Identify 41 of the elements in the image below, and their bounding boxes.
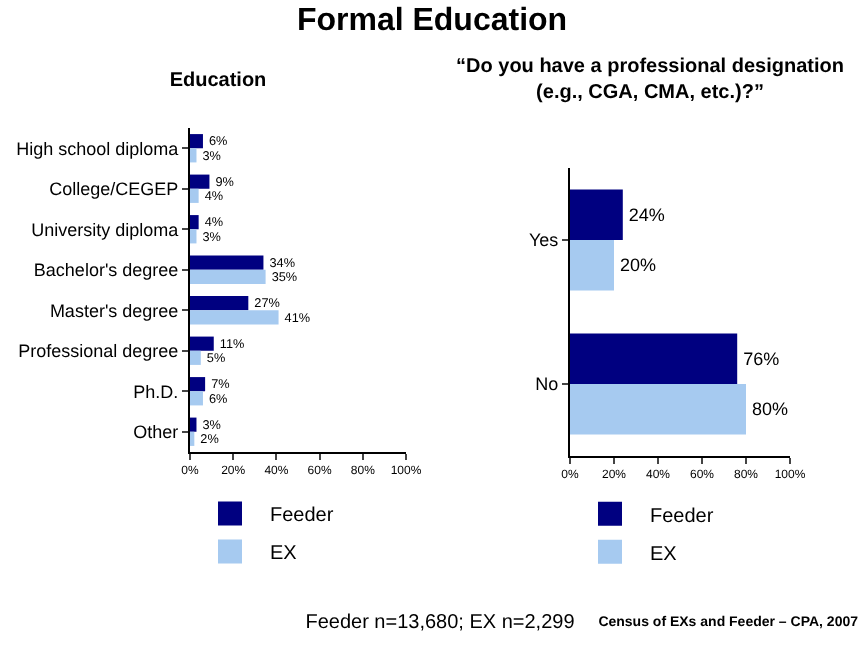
bar bbox=[190, 296, 249, 311]
bar bbox=[190, 174, 210, 189]
bar bbox=[190, 134, 203, 149]
bar bbox=[570, 384, 746, 435]
legend-label: Feeder bbox=[270, 505, 335, 528]
bar bbox=[190, 215, 199, 230]
bar bbox=[190, 148, 197, 163]
bar bbox=[190, 229, 197, 244]
data-label: 24% bbox=[628, 204, 665, 225]
legend-label: EX bbox=[650, 543, 678, 566]
bar bbox=[190, 255, 264, 270]
bar bbox=[190, 391, 203, 406]
y-tick-label: Professional degree bbox=[18, 341, 179, 362]
chart-title: “Do you have a professional designation (e.g., CGA, CMA, etc.)?” bbox=[456, 56, 844, 104]
bar bbox=[190, 269, 266, 284]
y-tick-label: Master's degree bbox=[49, 300, 179, 321]
chart-title: Formal Education bbox=[294, 4, 570, 40]
y-tick-label: University diploma bbox=[31, 219, 179, 240]
bar bbox=[570, 240, 614, 291]
legend-label: Feeder bbox=[650, 505, 715, 528]
data-label: 20% bbox=[620, 255, 657, 276]
legend-label: EX bbox=[270, 543, 298, 566]
text: Feeder n=13,680; EX n=2,299 bbox=[303, 612, 577, 634]
bar bbox=[570, 189, 623, 240]
bar bbox=[190, 377, 206, 392]
y-tick-label: Bachelor's degree bbox=[33, 260, 179, 281]
bar bbox=[570, 333, 738, 384]
chart-subtitle: Education bbox=[169, 70, 267, 92]
y-tick-label: Other bbox=[133, 422, 179, 443]
bar bbox=[190, 350, 201, 365]
y-tick-label: College/CEGEP bbox=[49, 179, 179, 200]
data-label: 76% bbox=[743, 348, 780, 369]
y-tick-label: Ph.D. bbox=[133, 381, 179, 402]
y-tick-label: Yes bbox=[529, 230, 560, 251]
bar bbox=[190, 188, 199, 203]
bar bbox=[190, 336, 214, 351]
y-tick-label: High school diploma bbox=[16, 138, 179, 159]
bar bbox=[190, 310, 279, 325]
y-tick-label: No bbox=[535, 374, 559, 395]
bar bbox=[190, 417, 197, 432]
data-label: 80% bbox=[752, 399, 789, 420]
